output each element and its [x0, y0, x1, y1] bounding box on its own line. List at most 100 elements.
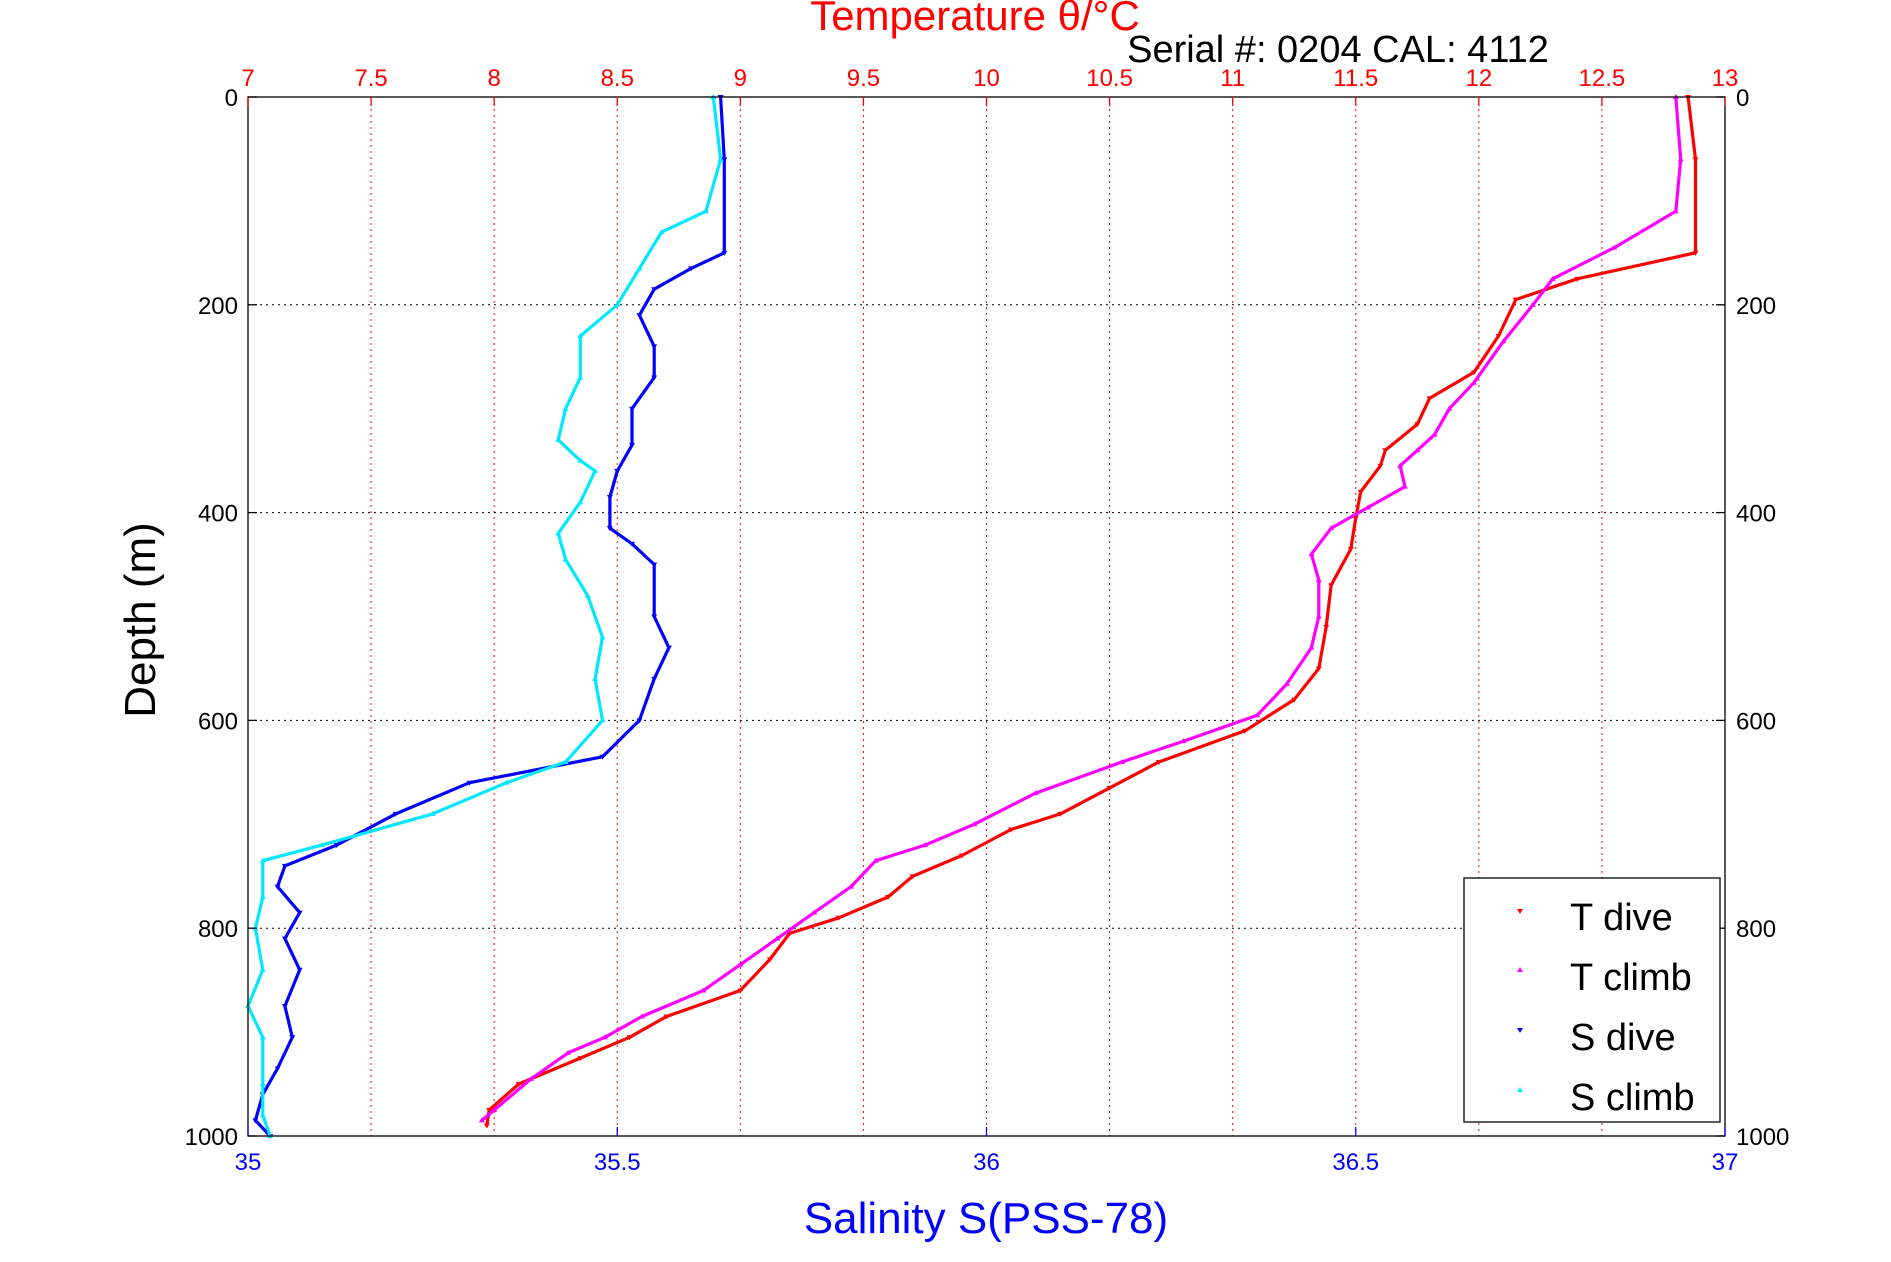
data-point-t-climb [1549, 275, 1556, 281]
tick-label-temperature: 10.5 [1086, 65, 1133, 92]
data-point-s-dive [651, 614, 658, 620]
series-line-t-dive [485, 96, 1698, 1126]
data-point-s-climb [584, 592, 591, 598]
data-point-t-dive [835, 915, 842, 921]
data-point-s-climb [599, 634, 606, 640]
data-point-t-dive [1495, 333, 1502, 339]
data-point-t-dive [1291, 697, 1298, 703]
data-point-t-climb [1283, 681, 1290, 687]
data-point-t-dive [1692, 250, 1699, 256]
series-line-t-climb [480, 96, 1683, 1122]
data-point-t-climb [1180, 738, 1187, 744]
data-point-t-climb [971, 821, 978, 827]
data-point-t-climb [1365, 504, 1372, 510]
data-point-t-dive [1426, 396, 1433, 402]
data-point-s-dive [252, 1118, 259, 1124]
data-point-t-dive [1057, 811, 1064, 817]
x-axis-label-bottom: Salinity S(PSS-78) [804, 1194, 1168, 1243]
legend-marker-s-climb [1517, 1087, 1523, 1092]
data-point-s-dive [688, 266, 695, 272]
legend-label-t-climb: T climb [1570, 957, 1692, 999]
data-point-t-climb [638, 1013, 645, 1019]
data-point-t-climb [1529, 301, 1536, 307]
data-point-t-climb [601, 1034, 608, 1040]
data-point-s-dive [651, 375, 658, 381]
data-point-s-climb [259, 1081, 266, 1087]
data-point-s-climb [702, 208, 709, 214]
tick-label-salinity: 35.5 [594, 1149, 641, 1176]
tick-label-depth-left: 600 [198, 708, 238, 735]
data-point-s-dive [651, 676, 658, 682]
legend-marker-t-climb [1517, 967, 1523, 972]
data-point-t-climb [1328, 525, 1335, 531]
tick-label-depth-left: 400 [198, 501, 238, 528]
data-point-t-climb [1414, 447, 1421, 453]
data-point-s-dive [651, 287, 658, 293]
data-point-s-climb [599, 717, 606, 723]
tick-label-depth-left: 200 [198, 293, 238, 320]
data-point-s-dive [296, 967, 303, 973]
tick-label-temperature: 10 [973, 65, 1000, 92]
legend: T dive T climb S dive S climb [1463, 877, 1721, 1123]
data-point-s-dive [606, 526, 613, 532]
tick-label-salinity: 37 [1712, 1149, 1739, 1176]
data-point-t-dive [1008, 827, 1015, 833]
data-point-s-climb [555, 436, 562, 442]
data-point-s-climb [318, 842, 325, 848]
tick-label-salinity: 35 [235, 1149, 262, 1176]
data-point-s-dive [721, 157, 728, 163]
data-point-s-climb [429, 810, 436, 816]
data-point-t-climb [1431, 431, 1438, 437]
legend-box [1463, 877, 1721, 1123]
tick-label-temperature: 9.5 [847, 65, 880, 92]
tick-label-depth-left: 0 [225, 85, 238, 112]
data-point-s-climb [259, 1112, 266, 1118]
data-point-t-dive [1377, 463, 1384, 469]
data-point-t-dive [1692, 157, 1699, 163]
data-point-t-climb [1315, 613, 1322, 619]
data-point-t-climb [700, 987, 707, 993]
data-point-s-dive [274, 1066, 281, 1072]
data-point-t-dive [885, 895, 892, 901]
data-point-s-dive [629, 541, 636, 547]
data-point-t-dive [1357, 489, 1364, 495]
data-point-t-dive [486, 1108, 493, 1114]
data-point-t-climb [528, 1075, 535, 1081]
data-point-s-climb [259, 857, 266, 863]
tick-label-depth-left: 800 [198, 916, 238, 943]
data-point-s-dive [721, 250, 728, 256]
data-point-s-dive [665, 645, 672, 651]
legend-marker-s-dive [1517, 1028, 1523, 1033]
data-point-t-dive [1155, 759, 1162, 765]
data-point-s-climb [503, 779, 510, 785]
data-point-t-dive [577, 1056, 584, 1062]
data-point-s-climb [717, 156, 724, 162]
data-point-t-dive [1347, 546, 1354, 552]
legend-label-s-dive: S dive [1570, 1017, 1676, 1059]
legend-label-t-dive: T dive [1570, 897, 1673, 939]
data-point-t-climb [774, 935, 781, 941]
data-point-s-climb [577, 457, 584, 463]
data-point-s-dive [296, 910, 303, 916]
data-point-t-climb [1677, 156, 1684, 162]
legend-label-s-climb: S climb [1570, 1077, 1695, 1119]
data-point-s-climb [636, 265, 643, 271]
data-point-t-dive [1241, 728, 1248, 734]
data-point-t-dive [909, 874, 916, 880]
tick-label-temperature: 11 [1220, 65, 1245, 92]
tick-label-temperature: 9 [734, 65, 747, 92]
data-point-t-climb [737, 961, 744, 967]
tick-label-depth-right: 200 [1736, 293, 1776, 320]
data-point-t-climb [811, 909, 818, 915]
tick-label-depth-right: 0 [1736, 85, 1749, 112]
data-point-s-dive [466, 780, 473, 786]
data-point-s-dive [281, 936, 288, 942]
data-point-s-dive [651, 344, 658, 350]
chart-title: Temperature θ/°C [810, 0, 1140, 39]
data-point-s-climb [259, 966, 266, 972]
data-point-s-dive [636, 313, 643, 319]
data-point-t-climb [1254, 712, 1261, 718]
data-point-t-dive [1328, 583, 1335, 589]
data-point-t-climb [565, 1049, 572, 1055]
data-point-s-climb [562, 556, 569, 562]
